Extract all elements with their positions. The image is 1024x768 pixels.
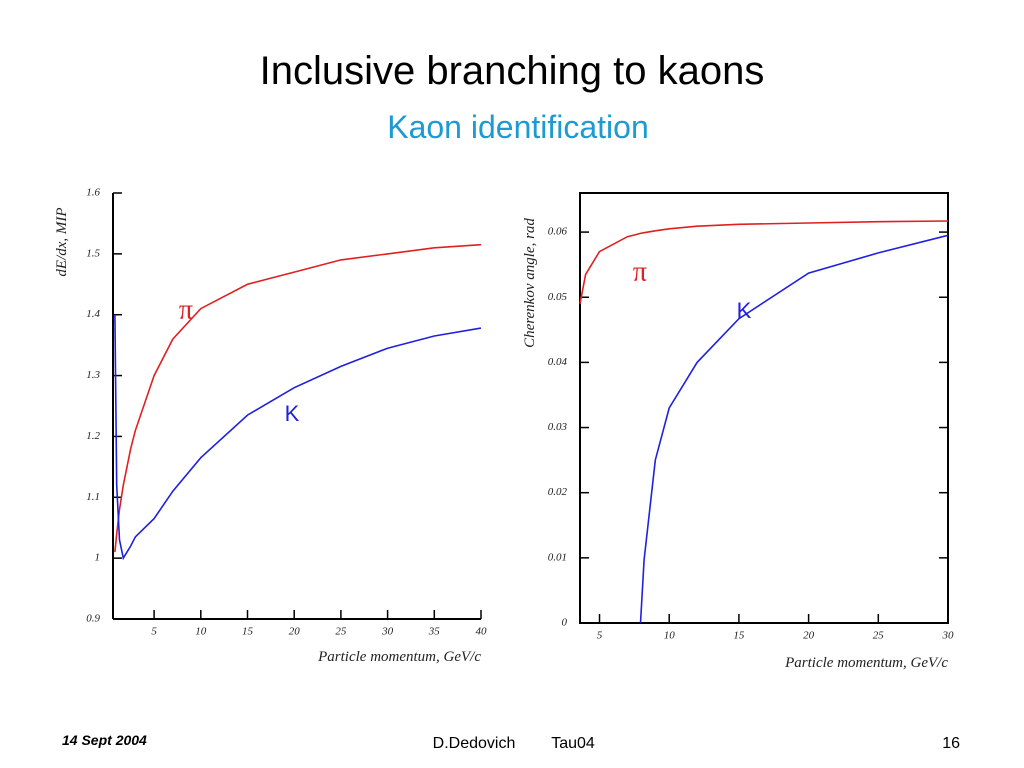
footer-page: 16 [942, 735, 960, 752]
x-tick-label: 5 [597, 630, 603, 642]
y-tick-label: 0.03 [548, 421, 568, 433]
x-axis-title: Particle momentum, GeV/c [784, 655, 948, 671]
y-tick-label: 0.01 [548, 551, 567, 563]
series-line [114, 314, 482, 561]
x-tick-label: 30 [381, 626, 394, 638]
x-tick-label: 30 [942, 630, 955, 642]
y-tick-label: 1.6 [86, 187, 100, 199]
y-tick-label: 1.1 [86, 491, 100, 503]
series-line [114, 243, 482, 553]
series-label: π [633, 256, 647, 287]
x-axis-title: Particle momentum, GeV/c [317, 649, 481, 665]
series-label: K [285, 401, 300, 426]
x-tick-label: 15 [242, 626, 254, 638]
x-tick-label: 25 [335, 626, 347, 638]
series-label: π [179, 294, 193, 325]
slide-title: Inclusive branching to kaons [260, 49, 765, 93]
y-tick-label: 0.06 [548, 226, 568, 238]
x-tick-label: 15 [733, 630, 745, 642]
x-tick-label: 5 [151, 626, 157, 638]
y-tick-label: 1.2 [86, 430, 100, 442]
y-tick-label: 0.02 [548, 486, 568, 498]
x-tick-label: 10 [195, 626, 207, 638]
series-line [579, 220, 949, 304]
series-label: K [737, 298, 752, 323]
footer-author: D.Dedovich [433, 735, 516, 752]
y-tick-label: 0 [562, 617, 568, 629]
plot-frame [579, 192, 949, 624]
series-line [639, 234, 949, 624]
x-tick-label: 40 [476, 626, 488, 638]
x-tick-label: 25 [873, 630, 885, 642]
x-tick-label: 20 [289, 626, 301, 638]
x-tick-label: 20 [803, 630, 815, 642]
y-axis-title: Cherenkov angle, rad [522, 218, 538, 348]
x-tick-label: 35 [428, 626, 441, 638]
y-tick-label: 0.04 [548, 356, 568, 368]
y-tick-label: 1 [95, 552, 101, 564]
footer-conference: Tau04 [551, 735, 595, 752]
slide-subtitle: Kaon identification [387, 109, 649, 145]
footer-date: 14 Sept 2004 [62, 732, 147, 748]
y-tick-label: 0.05 [548, 291, 568, 303]
y-axis-title: dE/dx, MIP [54, 207, 70, 276]
y-tick-label: 1.3 [86, 369, 100, 381]
y-tick-label: 1.5 [86, 247, 100, 259]
x-tick-label: 10 [664, 630, 676, 642]
y-tick-label: 1.4 [86, 308, 100, 320]
y-tick-label: 0.9 [86, 613, 100, 625]
